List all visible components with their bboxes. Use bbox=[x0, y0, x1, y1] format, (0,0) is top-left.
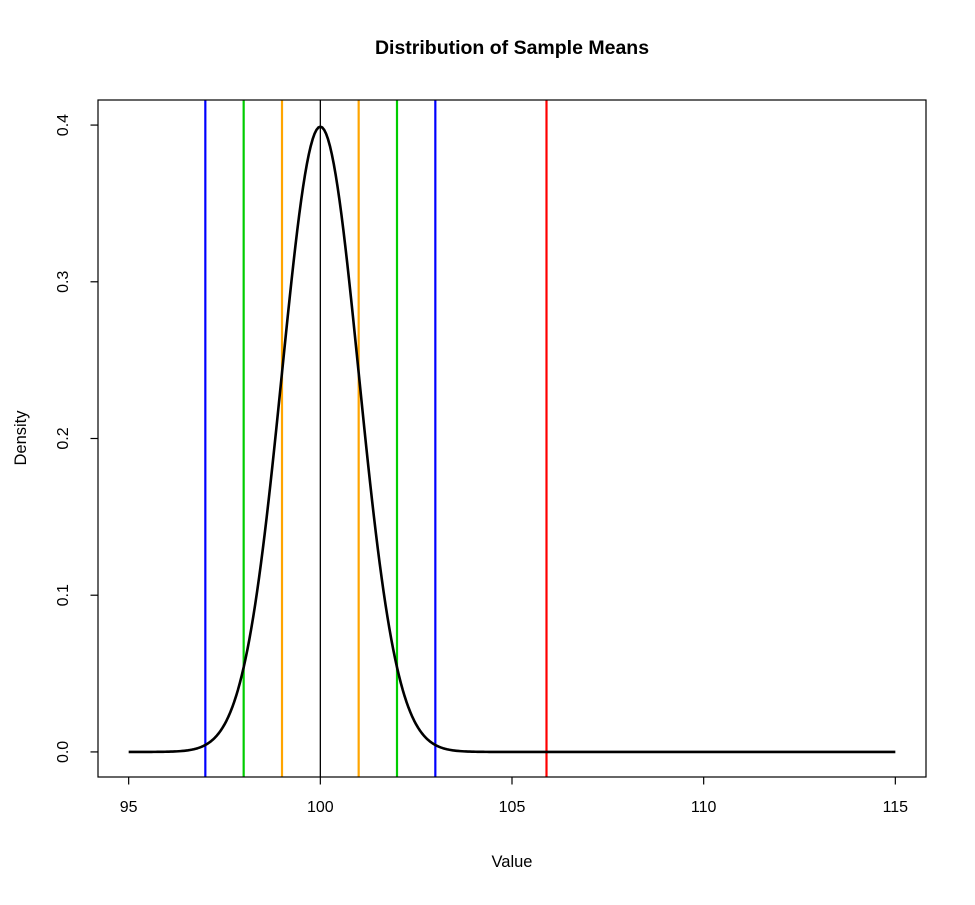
y-tick-label: 0.4 bbox=[55, 114, 72, 136]
plot-area: 95 100 105 110 115 0.0 0.1 0.2 0.3 0.4 bbox=[55, 99, 927, 816]
x-tick-label: 110 bbox=[691, 799, 717, 816]
plot-box bbox=[97, 99, 927, 778]
x-axis-label: Value bbox=[492, 853, 533, 871]
y-tick-label: 0.2 bbox=[55, 427, 72, 449]
chart-title: Distribution of Sample Means bbox=[375, 37, 649, 59]
normal-density-curve bbox=[128, 125, 896, 754]
x-tick-label: 100 bbox=[307, 799, 334, 816]
x-tick-label: 95 bbox=[120, 799, 138, 816]
y-axis-label: Density bbox=[12, 410, 30, 466]
y-tick-label: 0.3 bbox=[55, 271, 72, 293]
y-tick-label: 0.1 bbox=[55, 584, 72, 606]
x-tick-label: 115 bbox=[883, 799, 909, 816]
x-tick-label: 105 bbox=[499, 799, 526, 816]
y-tick-label: 0.0 bbox=[55, 741, 72, 763]
